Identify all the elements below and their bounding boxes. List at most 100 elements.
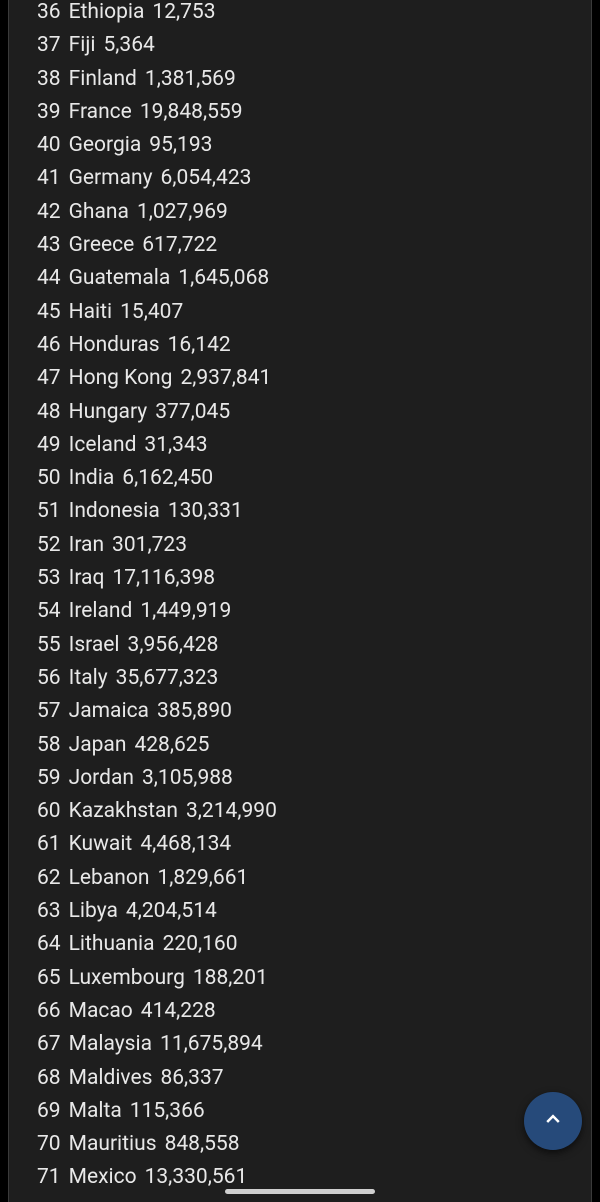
- row-number: 40: [37, 129, 61, 162]
- row-country: Lebanon: [69, 862, 150, 895]
- row-value: 3,956,428: [128, 629, 219, 662]
- list-item: 69Malta115,366: [37, 1095, 591, 1128]
- list-item: 54Ireland1,449,919: [37, 595, 591, 628]
- row-country: Luxembourg: [69, 962, 185, 995]
- list-item: 46Honduras16,142: [37, 329, 591, 362]
- row-country: Iran: [69, 529, 104, 562]
- row-country: Guatemala: [69, 262, 171, 295]
- row-value: 1,645,068: [178, 262, 269, 295]
- list-item: 51Indonesia130,331: [37, 495, 591, 528]
- row-country: Kazakhstan: [69, 795, 178, 828]
- row-value: 15,407: [120, 296, 183, 329]
- row-number: 38: [37, 63, 61, 96]
- row-country: Iraq: [69, 562, 105, 595]
- list-item: 61Kuwait4,468,134: [37, 828, 591, 861]
- row-number: 39: [37, 96, 61, 129]
- row-value: 301,723: [112, 529, 187, 562]
- list-item: 36 Ethiopia12,753: [37, 0, 591, 29]
- row-value: 6,054,423: [161, 162, 252, 195]
- row-number: 43: [37, 229, 61, 262]
- row-number: 42: [37, 196, 61, 229]
- row-country: Israel: [69, 629, 120, 662]
- row-country: Finland: [69, 63, 137, 96]
- content-panel[interactable]: 36 Ethiopia12,75337Fiji5,36438Finland1,38…: [8, 0, 592, 1202]
- home-indicator[interactable]: [225, 1189, 375, 1194]
- list-item: 39France19,848,559: [37, 96, 591, 129]
- country-list: 36 Ethiopia12,75337Fiji5,36438Finland1,38…: [9, 0, 591, 1202]
- list-item: 60Kazakhstan3,214,990: [37, 795, 591, 828]
- list-item: 52Iran301,723: [37, 529, 591, 562]
- row-number: 37: [37, 29, 61, 62]
- row-value: 16,142: [168, 329, 231, 362]
- row-number: 48: [37, 396, 61, 429]
- chevron-up-icon: [543, 1109, 563, 1133]
- row-number: 71: [37, 1161, 61, 1194]
- row-number: 55: [37, 629, 61, 662]
- row-value: 5,364: [103, 29, 154, 62]
- list-item: 47Hong Kong2,937,841: [37, 362, 591, 395]
- row-country: France: [69, 96, 132, 129]
- row-country: Hungary: [69, 396, 148, 429]
- row-country: Lithuania: [69, 928, 155, 961]
- row-value: 17,116,398: [112, 562, 215, 595]
- row-country: Georgia: [69, 129, 142, 162]
- row-number: 56: [37, 662, 61, 695]
- row-value: 4,204,514: [126, 895, 217, 928]
- list-item: 41Germany6,054,423: [37, 162, 591, 195]
- row-country: Ethiopia: [69, 0, 145, 29]
- row-value: 3,214,990: [186, 795, 277, 828]
- row-value: 86,337: [160, 1062, 223, 1095]
- row-number: 63: [37, 895, 61, 928]
- row-value: 1,381,569: [145, 63, 236, 96]
- row-value: 2,937,841: [180, 362, 271, 395]
- list-item: 65Luxembourg188,201: [37, 962, 591, 995]
- row-number: 46: [37, 329, 61, 362]
- row-number: 50: [37, 462, 61, 495]
- viewport: 36 Ethiopia12,75337Fiji5,36438Finland1,38…: [0, 0, 600, 1202]
- row-number: 66: [37, 995, 61, 1028]
- row-number: 67: [37, 1028, 61, 1061]
- row-number: 41: [37, 162, 61, 195]
- row-number: 45: [37, 296, 61, 329]
- row-country: Mauritius: [69, 1128, 157, 1161]
- row-number: 36: [37, 0, 61, 29]
- row-country: Indonesia: [69, 495, 160, 528]
- scroll-to-top-button[interactable]: [524, 1092, 582, 1150]
- row-value: 617,722: [142, 229, 217, 262]
- list-item: 59Jordan3,105,988: [37, 762, 591, 795]
- row-number: 58: [37, 729, 61, 762]
- list-item: 42Ghana1,027,969: [37, 196, 591, 229]
- list-item: 55Israel3,956,428: [37, 629, 591, 662]
- row-value: 1,829,661: [157, 862, 248, 895]
- list-item: 56Italy35,677,323: [37, 662, 591, 695]
- row-number: 64: [37, 928, 61, 961]
- row-value: 848,558: [165, 1128, 240, 1161]
- list-item: 67Malaysia11,675,894: [37, 1028, 591, 1061]
- list-item: 64Lithuania220,160: [37, 928, 591, 961]
- row-country: Mexico: [69, 1161, 137, 1194]
- row-value: 12,753: [152, 0, 215, 29]
- list-item: 43Greece617,722: [37, 229, 591, 262]
- row-value: 6,162,450: [122, 462, 213, 495]
- row-country: Hong Kong: [69, 362, 173, 395]
- row-country: Malaysia: [69, 1028, 152, 1061]
- list-item: 37Fiji5,364: [37, 29, 591, 62]
- row-number: 69: [37, 1095, 61, 1128]
- row-number: 59: [37, 762, 61, 795]
- row-country: Jordan: [69, 762, 134, 795]
- row-country: Ireland: [69, 595, 133, 628]
- row-country: Iceland: [69, 429, 137, 462]
- row-value: 95,193: [149, 129, 212, 162]
- row-value: 377,045: [155, 396, 230, 429]
- row-country: Libya: [69, 895, 118, 928]
- row-value: 31,343: [144, 429, 207, 462]
- row-number: 61: [37, 828, 61, 861]
- row-value: 130,331: [168, 495, 243, 528]
- row-number: 57: [37, 695, 61, 728]
- row-number: 51: [37, 495, 61, 528]
- row-country: Haiti: [69, 296, 113, 329]
- list-item: 62Lebanon1,829,661: [37, 862, 591, 895]
- row-number: 49: [37, 429, 61, 462]
- row-country: Maldives: [69, 1062, 153, 1095]
- list-item: 57Jamaica385,890: [37, 695, 591, 728]
